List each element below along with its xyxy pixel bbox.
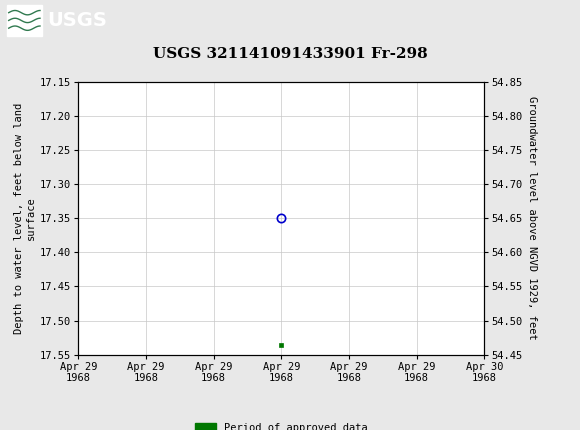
Y-axis label: Depth to water level, feet below land
surface: Depth to water level, feet below land su… — [14, 103, 36, 334]
Y-axis label: Groundwater level above NGVD 1929, feet: Groundwater level above NGVD 1929, feet — [527, 96, 536, 340]
Legend: Period of approved data: Period of approved data — [191, 418, 372, 430]
Text: USGS: USGS — [48, 11, 107, 30]
Bar — [7, 5, 42, 36]
Text: USGS 321141091433901 Fr-298: USGS 321141091433901 Fr-298 — [153, 47, 427, 61]
